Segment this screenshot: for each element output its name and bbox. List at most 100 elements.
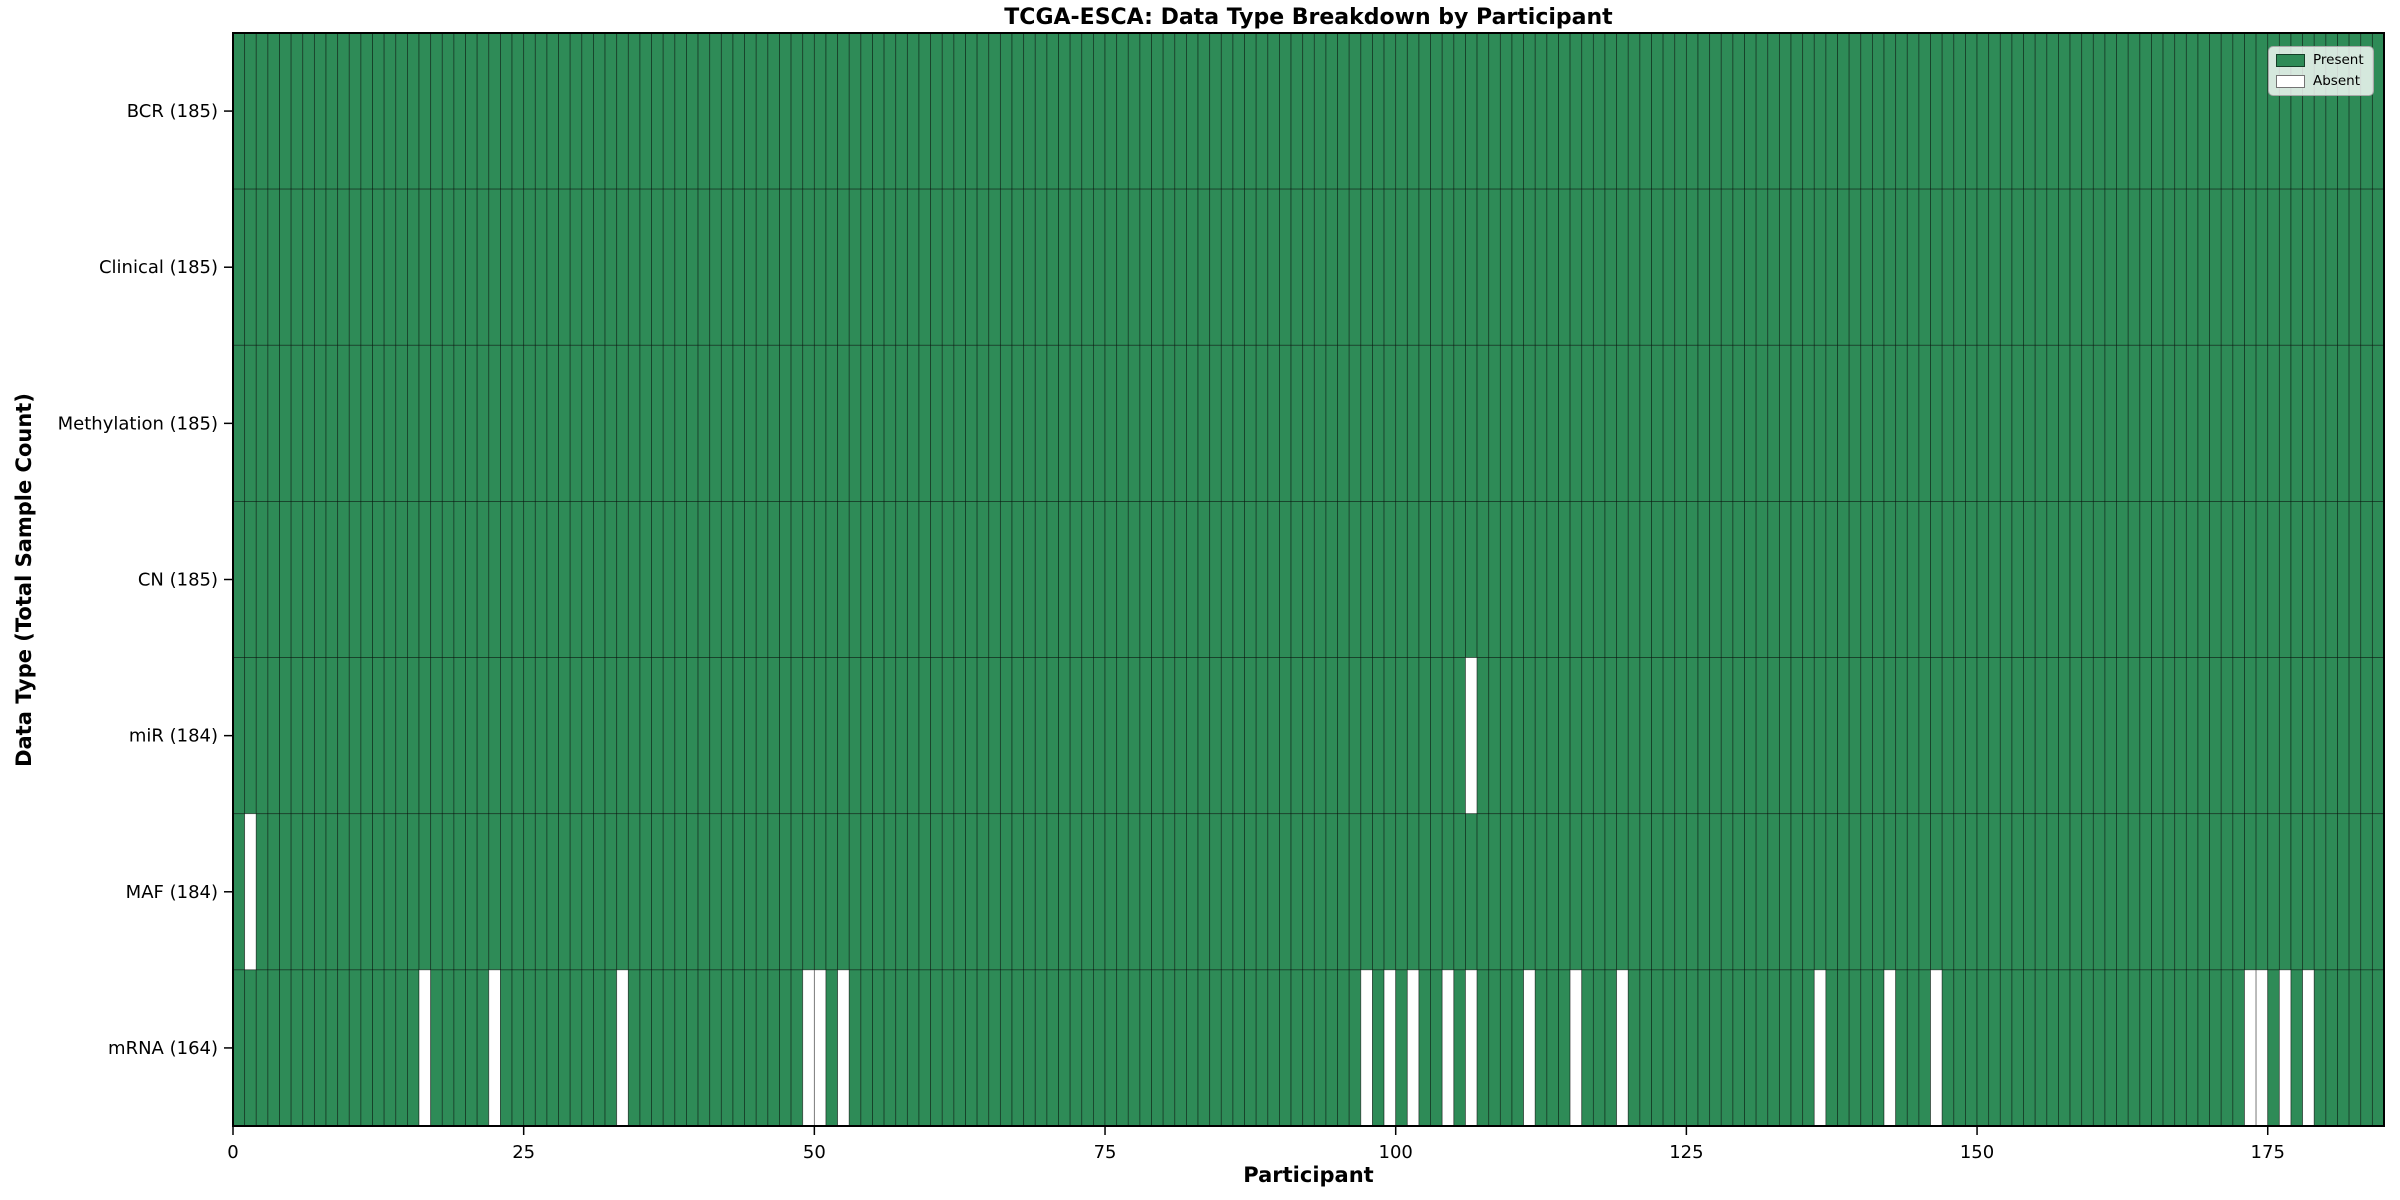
heatmap-cell <box>1604 813 1618 971</box>
heatmap-cell <box>1197 657 1211 815</box>
heatmap-cell <box>2255 501 2269 658</box>
heatmap-cell <box>2197 344 2210 502</box>
heatmap-cell <box>476 969 490 1127</box>
heatmap-cell <box>2116 657 2129 815</box>
heatmap-cell <box>1546 969 1559 1127</box>
heatmap-cell <box>1999 501 2013 658</box>
heatmap-cell <box>1372 969 1385 1127</box>
heatmap-cell <box>999 657 1013 815</box>
heatmap-cell <box>1093 969 1106 1127</box>
heatmap-cell <box>965 32 978 190</box>
heatmap-cell <box>1930 657 1943 815</box>
heatmap-cell <box>930 813 943 971</box>
heatmap-cell <box>1465 969 1478 1127</box>
heatmap-cell <box>2325 344 2338 502</box>
heatmap-cell <box>802 501 815 658</box>
heatmap-cell <box>465 813 478 971</box>
heatmap-cell <box>1279 969 1292 1127</box>
heatmap-cell <box>441 813 455 971</box>
heatmap-cell <box>1720 32 1734 190</box>
heatmap-cell <box>872 501 885 658</box>
heatmap-cell <box>1127 344 1141 502</box>
heatmap-cell <box>697 344 711 502</box>
heatmap-cell <box>2348 344 2362 502</box>
heatmap-cell <box>1697 969 1711 1127</box>
heatmap-cell <box>1999 32 2013 190</box>
heatmap-cell <box>1151 657 1164 815</box>
heatmap-cell <box>2069 188 2083 346</box>
heatmap-cell <box>2162 813 2176 971</box>
heatmap-cell <box>1116 501 1129 658</box>
heatmap-cell <box>825 969 839 1127</box>
heatmap-cell <box>872 344 885 502</box>
heatmap-cell <box>1220 32 1234 190</box>
heatmap-cell <box>744 969 757 1127</box>
heatmap-cell <box>1965 657 1978 815</box>
heatmap-cell <box>697 188 711 346</box>
heatmap-cell <box>906 501 920 658</box>
heatmap-cell <box>290 32 304 190</box>
heatmap-cell <box>1662 969 1676 1127</box>
heatmap-cell <box>476 188 490 346</box>
heatmap-cell <box>1581 813 1594 971</box>
heatmap-cell <box>674 501 687 658</box>
heatmap-cell <box>1290 501 1304 658</box>
heatmap-cell <box>2267 813 2280 971</box>
heatmap-cell <box>720 657 734 815</box>
heatmap-cell <box>1697 657 1711 815</box>
heatmap-cell <box>744 657 757 815</box>
heatmap-cell <box>2046 32 2059 190</box>
heatmap-cell <box>930 32 943 190</box>
heatmap-cell <box>1453 813 1466 971</box>
heatmap-cell <box>1651 813 1664 971</box>
heatmap-cell <box>2034 813 2048 971</box>
heatmap-cell <box>1220 344 1234 502</box>
heatmap-cell <box>372 969 385 1127</box>
heatmap-cell <box>1348 501 1362 658</box>
heatmap-cell <box>872 32 885 190</box>
heatmap-cell <box>1523 657 1536 815</box>
heatmap-cell <box>1034 344 1048 502</box>
heatmap-cell <box>1209 188 1222 346</box>
heatmap-cell <box>546 501 559 658</box>
heatmap-cell <box>2151 32 2164 190</box>
heatmap-cell <box>1755 657 1769 815</box>
heatmap-cell <box>918 501 932 658</box>
heatmap-cell <box>1476 969 1490 1127</box>
heatmap-cell <box>1069 32 1083 190</box>
heatmap-cell <box>720 32 734 190</box>
heatmap-cell <box>395 501 408 658</box>
heatmap-cell <box>1941 344 1955 502</box>
heatmap-cell <box>1685 344 1699 502</box>
heatmap-cell <box>1453 501 1466 658</box>
x-tick-label: 25 <box>512 1142 535 1163</box>
heatmap-cell <box>2023 969 2036 1127</box>
heatmap-cell <box>1116 969 1129 1127</box>
heatmap-cell <box>1069 657 1083 815</box>
heatmap-cell <box>2151 657 2164 815</box>
heatmap-cell <box>2232 501 2245 658</box>
heatmap-cell <box>1011 813 1025 971</box>
heatmap-cell <box>1744 501 1757 658</box>
heatmap-cell <box>1906 969 1920 1127</box>
heatmap-cell <box>488 969 501 1127</box>
heatmap-cell <box>2360 501 2373 658</box>
heatmap-cell <box>1360 969 1373 1127</box>
heatmap-cell <box>1755 32 1769 190</box>
heatmap-cell <box>1976 969 1990 1127</box>
heatmap-cell <box>313 188 327 346</box>
heatmap-cell <box>1709 813 1722 971</box>
heatmap-cell <box>2209 657 2222 815</box>
heatmap-cell <box>999 344 1013 502</box>
heatmap-cell <box>1465 32 1478 190</box>
heatmap-cell <box>1360 344 1373 502</box>
heatmap-cell <box>930 969 943 1127</box>
heatmap-cell <box>1790 32 1804 190</box>
heatmap-cell <box>767 501 780 658</box>
heatmap-cell <box>1767 657 1780 815</box>
heatmap-cell <box>511 813 525 971</box>
heatmap-cell <box>232 813 246 971</box>
heatmap-cell <box>2302 188 2315 346</box>
heatmap-cell <box>848 501 862 658</box>
heatmap-cell <box>1104 813 1118 971</box>
